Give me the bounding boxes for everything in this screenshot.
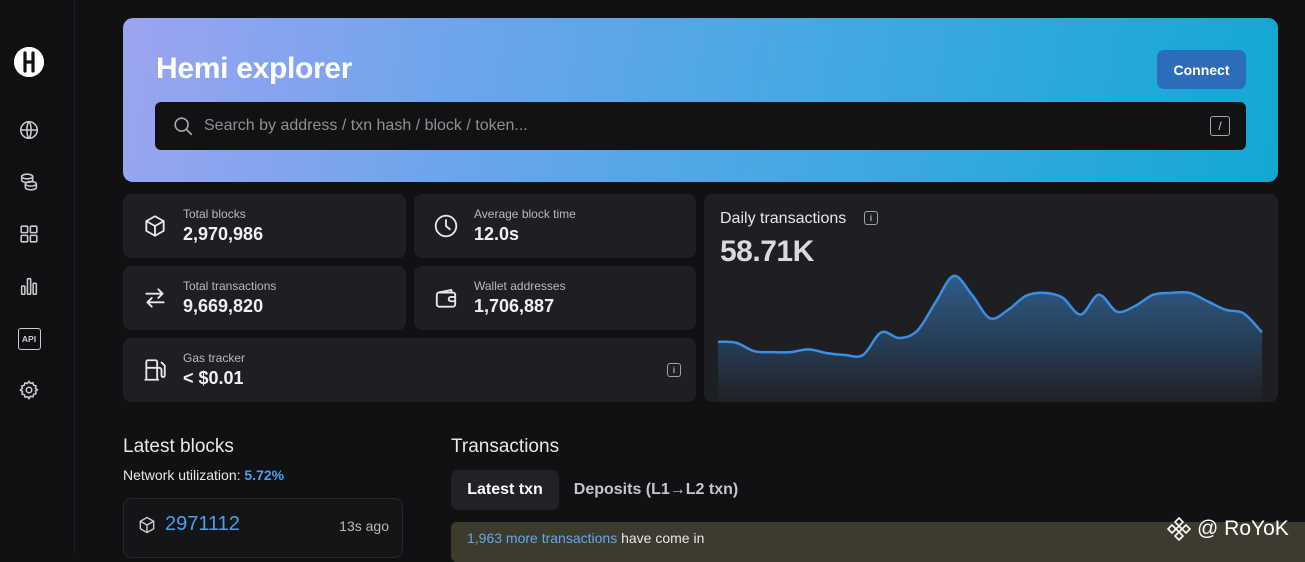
chart-area — [718, 275, 1262, 402]
block-number-link[interactable]: 2971112 — [165, 513, 240, 535]
block-age: 13s ago — [339, 518, 389, 534]
stat-average-block-time[interactable]: Average block time 12.0s — [414, 194, 696, 258]
network-utilization-value: 5.72% — [244, 467, 285, 483]
info-icon[interactable]: i — [864, 211, 878, 225]
hemi-logo-icon[interactable] — [14, 47, 44, 77]
slash-shortcut-badge: / — [1210, 116, 1230, 136]
diamond-logo-icon — [1166, 516, 1192, 542]
daily-transactions-value: 58.71K — [720, 235, 814, 268]
page-title: Hemi explorer — [156, 52, 353, 85]
stat-value: 12.0s — [474, 224, 520, 244]
stat-label: Wallet addresses — [474, 279, 566, 293]
tab-deposits[interactable]: Deposits (L1→L2 txn) — [573, 481, 739, 498]
latest-blocks-title: Latest blocks — [123, 436, 234, 457]
stat-label: Total transactions — [183, 279, 277, 293]
transactions-title: Transactions — [451, 436, 560, 457]
watermark: @ RoYoK — [1165, 515, 1289, 543]
watermark-text: @ RoYoK — [1197, 517, 1289, 540]
sidebar: API — [0, 0, 75, 553]
stat-gas-tracker[interactable]: Gas tracker < $0.01 i — [123, 338, 696, 402]
gas-pump-icon — [142, 357, 168, 383]
search-icon — [172, 115, 194, 137]
api-icon[interactable]: API — [17, 327, 41, 351]
stat-label: Gas tracker — [183, 351, 246, 365]
stat-total-blocks[interactable]: Total blocks 2,970,986 — [123, 194, 406, 258]
search-input[interactable] — [204, 117, 1210, 135]
block-card[interactable]: 2971112 13s ago — [123, 498, 403, 558]
coins-icon[interactable] — [17, 170, 41, 194]
stat-label: Total blocks — [183, 207, 246, 221]
info-icon[interactable]: i — [667, 363, 681, 377]
hero-banner: Hemi explorer Connect / — [123, 18, 1278, 182]
connect-button[interactable]: Connect — [1157, 50, 1246, 89]
tab-latest-txn[interactable]: Latest txn — [451, 470, 559, 510]
cube-icon — [137, 515, 157, 535]
network-utilization-label: Network utilization: — [123, 467, 245, 483]
more-transactions-link[interactable]: 1,963 more transactions — [467, 530, 618, 546]
daily-transactions-chart — [717, 274, 1263, 402]
cube-icon — [142, 213, 168, 239]
clock-icon — [433, 213, 459, 239]
bar-chart-icon[interactable] — [17, 274, 41, 298]
daily-transactions-card: Daily transactions i 58.71K — [704, 194, 1278, 402]
chart-title-text: Daily transactions — [720, 210, 847, 227]
chart-title: Daily transactions — [720, 210, 846, 228]
network-utilization: Network utilization: 5.72% — [123, 467, 284, 483]
chart-series-line — [717, 274, 1263, 358]
wallet-icon — [433, 285, 459, 311]
transfer-arrows-icon — [142, 285, 168, 311]
stat-value: 2,970,986 — [183, 224, 264, 244]
gear-icon[interactable] — [17, 378, 41, 402]
stat-value: < $0.01 — [183, 368, 244, 388]
search-bar[interactable]: / — [155, 102, 1246, 150]
stat-label: Average block time — [474, 207, 576, 221]
globe-icon[interactable] — [17, 118, 41, 142]
api-label: API — [17, 328, 41, 350]
stat-wallet-addresses[interactable]: Wallet addresses 1,706,887 — [414, 266, 696, 330]
stat-value: 1,706,887 — [474, 296, 555, 316]
grid-icon[interactable] — [17, 222, 41, 246]
stat-value: 9,669,820 — [183, 296, 264, 316]
notice-text: have come in — [617, 530, 705, 546]
stat-total-transactions[interactable]: Total transactions 9,669,820 — [123, 266, 406, 330]
